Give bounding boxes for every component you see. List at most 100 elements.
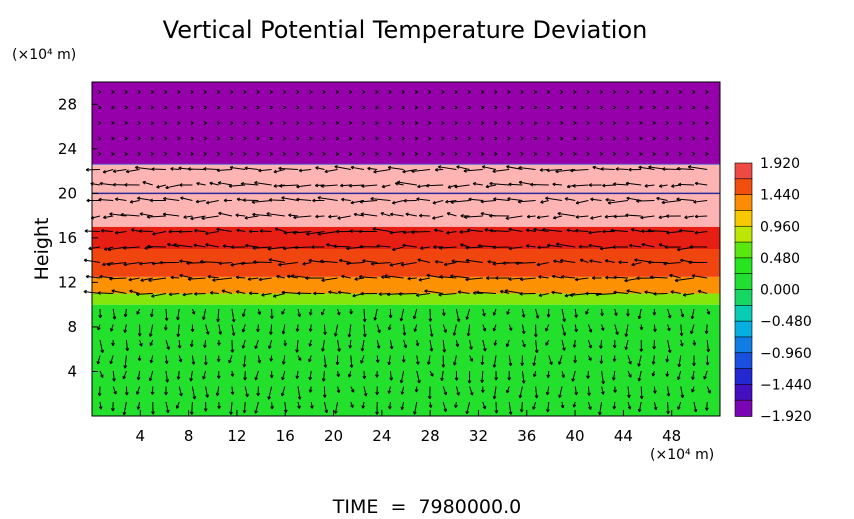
wind-vector [575, 230, 589, 232]
wind-vector [323, 324, 326, 335]
wind-vector [291, 275, 312, 279]
wind-vector [601, 386, 604, 395]
colorbar-segment [734, 194, 753, 212]
wind-vector [115, 198, 127, 201]
x-tick-label: 48 [662, 427, 681, 445]
wind-vector-head [612, 136, 617, 141]
wind-vector-head [360, 212, 364, 216]
wind-vector-head [236, 228, 240, 233]
wind-vector [414, 324, 418, 332]
wind-vector-head [450, 200, 454, 204]
wind-vector-head [269, 90, 273, 94]
wind-vector [320, 260, 338, 263]
wind-vector-head [251, 200, 255, 204]
wind-vector-head [533, 105, 537, 110]
wind-vector-head [692, 90, 696, 94]
wind-vector [418, 277, 431, 281]
wind-vector [641, 243, 655, 248]
wind-vector-head [546, 136, 551, 141]
wind-vector [350, 166, 365, 170]
wind-vector [240, 183, 259, 186]
wind-vector-head [401, 152, 405, 156]
wind-vector-head [282, 121, 287, 125]
wind-vector-head [480, 105, 485, 110]
wind-vector [252, 246, 272, 249]
wind-vector-head [243, 152, 247, 156]
wind-vector-head [493, 197, 497, 201]
wind-vector [667, 324, 671, 331]
wind-vector [149, 370, 154, 381]
wind-vector-head [518, 165, 522, 170]
wind-vector-head [588, 329, 593, 333]
wind-vector-head [546, 409, 550, 413]
wind-vector-head [525, 244, 530, 248]
wind-vector-head [98, 197, 102, 202]
wind-vector [120, 214, 140, 217]
wind-vector-head [352, 293, 356, 298]
wind-vector [416, 198, 431, 201]
wind-vector-head [297, 291, 301, 296]
wind-vector-head [558, 361, 562, 365]
wind-vector-head [128, 277, 132, 282]
wind-vector-head [494, 90, 498, 94]
wind-vector-head [254, 345, 258, 349]
wind-vector-head [607, 200, 612, 205]
wind-vector-head [170, 275, 174, 280]
wind-vector-head [612, 152, 617, 156]
wind-vector-head [150, 136, 155, 141]
heatmap-layer [92, 249, 720, 277]
wind-vector-head [187, 277, 192, 281]
wind-vector-head [150, 152, 155, 156]
heatmap-layer [92, 82, 720, 165]
wind-vector [231, 324, 235, 336]
wind-vector-head [415, 293, 420, 297]
wind-vector-head [507, 121, 511, 125]
wind-vector-head [653, 328, 657, 332]
wind-vector [416, 370, 421, 384]
wind-vector [533, 355, 537, 366]
wind-vector [270, 324, 273, 335]
wind-vector-head [533, 136, 537, 141]
wind-vector [191, 401, 193, 415]
wind-vector-head [231, 318, 236, 323]
wind-vector-head [176, 316, 180, 321]
wind-vector [299, 169, 312, 172]
wind-vector-head [662, 167, 666, 171]
wind-vector [349, 339, 352, 349]
wind-vector-head [560, 152, 564, 156]
wind-vector-head [111, 121, 115, 125]
wind-vector-head [454, 90, 458, 94]
wind-vector-head [139, 261, 143, 266]
wind-vector-head [506, 311, 510, 315]
wind-vector-head [480, 90, 485, 94]
wind-vector-head [459, 243, 464, 247]
wind-vector-head [159, 260, 163, 265]
wind-vector-head [644, 184, 648, 188]
wind-vector-head [573, 105, 577, 110]
wind-vector [124, 355, 127, 369]
wind-vector-head [441, 152, 445, 156]
wind-vector-head [588, 230, 592, 235]
wind-vector-head [96, 361, 101, 365]
wind-vector-head [549, 361, 553, 366]
wind-vector [572, 184, 589, 187]
wind-vector [267, 246, 285, 250]
wind-vector-head [644, 290, 648, 295]
wind-vector-head [269, 331, 273, 335]
wind-vector-head [674, 278, 679, 283]
wind-vector-head [467, 121, 471, 125]
wind-vector [173, 244, 193, 248]
wind-vector-head [243, 90, 247, 94]
wind-vector [691, 308, 695, 319]
wind-vector-head [518, 180, 523, 185]
wind-vector-head [546, 314, 551, 318]
wind-vector [493, 355, 497, 368]
wind-vector-head [122, 411, 127, 416]
wind-vector [130, 200, 140, 203]
wind-vector-head [297, 396, 302, 400]
wind-vector [612, 370, 616, 381]
wind-vector-head [375, 411, 379, 415]
x-tick-label: 20 [324, 427, 343, 445]
wind-vector-head [296, 90, 300, 94]
wind-vector [638, 401, 642, 412]
